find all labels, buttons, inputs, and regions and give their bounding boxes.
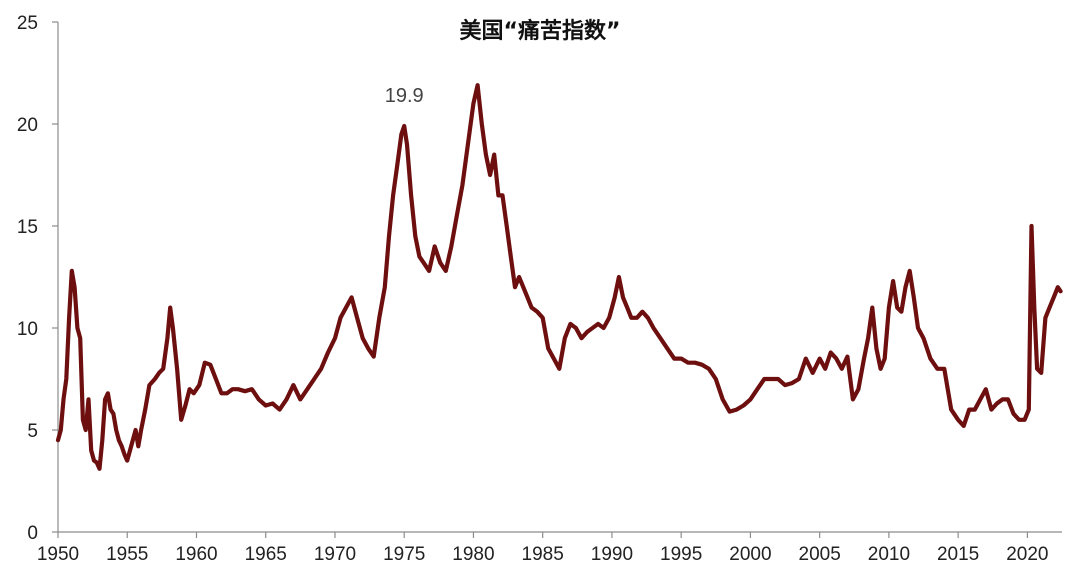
x-tick-label: 1965 — [245, 544, 287, 565]
x-axis-ticks: 1950 1955 1960 1965 1970 1975 1980 1985 1990 1995… — [37, 532, 1049, 565]
annotations: 19.9 — [385, 85, 424, 107]
x-tick-label: 2005 — [799, 544, 841, 565]
x-tick-label: 1995 — [660, 544, 702, 565]
x-tick-label: 1975 — [383, 544, 425, 565]
x-tick-label: 1970 — [314, 544, 356, 565]
chart-title: 美国“痛苦指数” — [460, 18, 621, 44]
y-tick-label: 15 — [17, 217, 38, 238]
x-tick-label: 1955 — [106, 544, 148, 565]
y-tick-label: 5 — [27, 421, 38, 442]
peak-annotation: 19.9 — [385, 85, 424, 107]
x-tick-label: 2000 — [729, 544, 771, 565]
x-tick-label: 1960 — [175, 544, 217, 565]
y-tick-label: 25 — [17, 13, 38, 34]
y-tick-label: 0 — [27, 523, 38, 544]
series-line — [55, 83, 1063, 471]
x-tick-label: 1990 — [591, 544, 633, 565]
x-tick-label: 2020 — [1006, 544, 1048, 565]
x-tick-label: 1980 — [452, 544, 494, 565]
x-tick-label: 2010 — [868, 544, 910, 565]
y-tick-label: 10 — [17, 319, 38, 340]
y-axis-ticks: 0 5 10 15 20 25 — [17, 13, 58, 544]
x-tick-label: 1950 — [37, 544, 79, 565]
x-tick-label: 1985 — [522, 544, 564, 565]
y-tick-label: 20 — [17, 115, 38, 136]
x-tick-label: 2015 — [937, 544, 979, 565]
